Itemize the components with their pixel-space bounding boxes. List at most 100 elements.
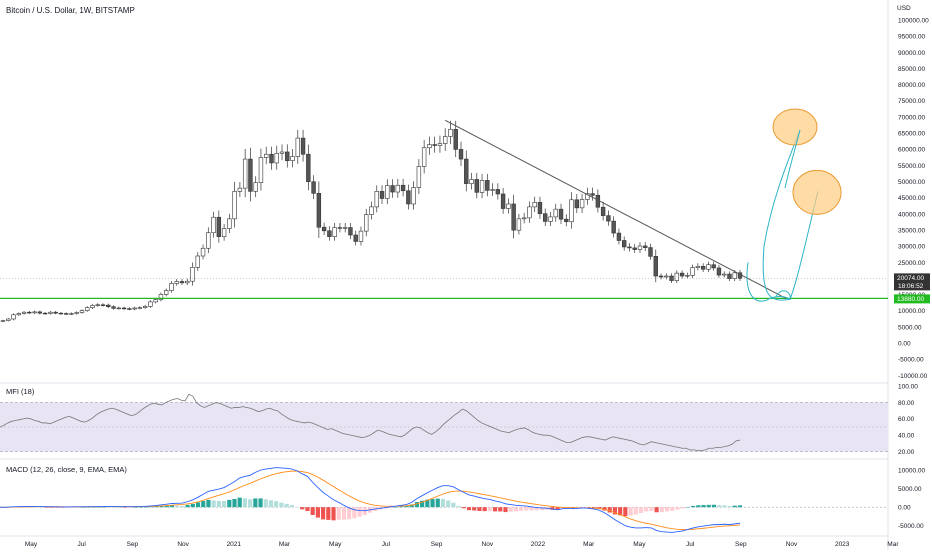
macd-histogram-bar — [430, 499, 435, 508]
macd-histogram-bar — [91, 507, 96, 508]
candle — [364, 214, 369, 232]
macd-histogram-bar — [128, 507, 133, 508]
candle — [321, 226, 327, 232]
x-tick-label: Sep — [735, 541, 747, 548]
candle — [369, 206, 374, 215]
x-tick-label: Jul — [686, 541, 695, 548]
mfi-pane-label: MFI (18) — [6, 387, 35, 396]
candle — [400, 184, 406, 192]
macd-histogram-bar — [586, 507, 591, 508]
candle — [232, 191, 237, 220]
candle — [627, 246, 632, 249]
candle — [111, 306, 116, 309]
candle — [100, 304, 106, 306]
macd-histogram-bar — [357, 507, 362, 517]
candle — [248, 158, 253, 192]
candle — [290, 156, 295, 161]
candle — [6, 318, 11, 321]
macd-histogram-bar — [50, 507, 55, 508]
candle — [448, 129, 453, 137]
x-tick-label: May — [25, 541, 38, 548]
candle — [58, 312, 64, 315]
candle — [295, 137, 300, 157]
candle — [437, 143, 443, 146]
candle — [185, 280, 190, 284]
price-tick-label: 90000.00 — [898, 50, 925, 57]
mfi-tick-label: 100.00 — [898, 384, 918, 391]
x-tick-label: Mar — [887, 541, 899, 548]
candle — [211, 216, 216, 234]
macd-histogram-bar — [102, 507, 107, 508]
macd-histogram-bar — [81, 507, 86, 508]
candle — [495, 189, 501, 195]
price-tick-label: 40000.00 — [898, 211, 925, 218]
macd-histogram-bar — [618, 507, 623, 516]
candle — [653, 256, 658, 277]
candle — [0, 320, 6, 322]
macd-histogram-bar — [300, 507, 305, 510]
macd-histogram-bar — [331, 507, 336, 521]
macd-histogram-bar — [232, 498, 237, 508]
price-tick-label: 55000.00 — [898, 163, 925, 170]
macd-histogram-bar — [86, 507, 91, 508]
candle — [664, 275, 669, 278]
macd-histogram-bar — [472, 507, 477, 511]
candle — [700, 266, 706, 270]
candle — [42, 312, 48, 315]
x-tick-label: 2022 — [531, 541, 546, 548]
macd-histogram-bar — [654, 507, 659, 513]
macd-tick-label: 0.00 — [898, 504, 911, 511]
candle — [385, 185, 390, 199]
macd-histogram-bar — [60, 507, 65, 508]
candle — [637, 245, 643, 250]
price-tick-label: 100000.00 — [898, 17, 929, 24]
price-tick-label: 95000.00 — [898, 34, 925, 41]
x-tick-label: Nov — [177, 541, 189, 548]
price-tick-label: 80000.00 — [898, 82, 925, 89]
candle — [558, 208, 564, 220]
candle — [574, 199, 580, 209]
macd-histogram-bar — [425, 499, 430, 508]
candle — [95, 304, 100, 306]
candle — [106, 304, 111, 308]
macd-histogram-bar — [581, 507, 586, 508]
candle — [474, 179, 479, 193]
macd-histogram-bar — [513, 507, 518, 512]
candle — [711, 264, 716, 269]
candle — [348, 227, 353, 236]
candle — [537, 202, 543, 214]
descending-trendline — [444, 119, 787, 299]
macd-histogram-bar — [649, 507, 654, 511]
currency-label: USD — [897, 5, 911, 12]
candle — [511, 203, 516, 231]
candle — [732, 272, 737, 279]
price-tick-label: 5000.00 — [898, 324, 922, 331]
candle — [585, 193, 590, 200]
price-tick-label: 70000.00 — [898, 114, 925, 121]
chart-title: Bitcoin / U.S. Dollar, 1W, BITSTAMP — [6, 6, 135, 15]
candle — [379, 191, 385, 199]
macd-histogram-bar — [347, 507, 352, 520]
price-tick-label: -5000.00 — [898, 357, 924, 364]
candle — [390, 185, 395, 193]
macd-histogram-bar — [644, 507, 649, 512]
candle — [464, 158, 469, 184]
macd-histogram-bar — [216, 500, 221, 508]
candle — [158, 294, 164, 300]
macd-histogram-bar — [550, 507, 555, 510]
macd-histogram-bar — [680, 507, 685, 509]
candle — [179, 281, 185, 284]
candle — [342, 227, 348, 229]
macd-histogram-bar — [315, 507, 320, 518]
candle — [195, 255, 200, 268]
candle — [579, 199, 585, 209]
price-tick-label: 30000.00 — [898, 244, 925, 251]
macd-histogram-bar — [310, 507, 315, 516]
candle — [695, 266, 701, 268]
candle — [285, 151, 290, 161]
macd-histogram-bar — [623, 507, 628, 517]
macd-histogram-bar — [237, 497, 242, 508]
macd-histogram-bar — [440, 498, 446, 508]
